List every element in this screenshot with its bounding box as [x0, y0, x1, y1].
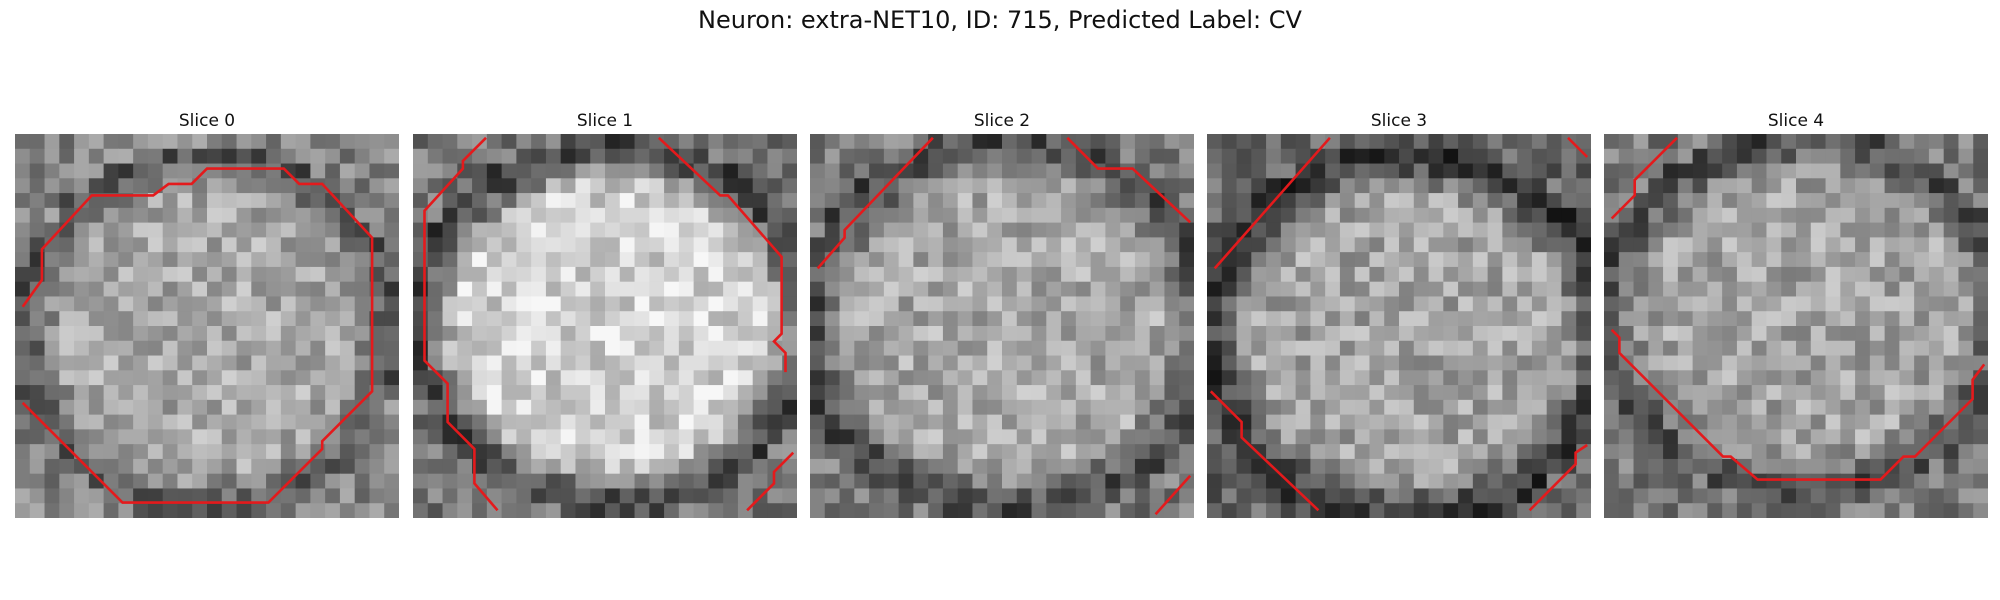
pixel-grid — [1604, 134, 1988, 518]
contour-line — [1567, 136, 1589, 158]
slice-title: Slice 3 — [1370, 111, 1428, 131]
contour-line — [423, 136, 499, 512]
slice-image — [1604, 134, 1988, 518]
contour-line — [1610, 328, 1986, 481]
slice-image — [810, 134, 1194, 518]
contour-line — [1209, 390, 1320, 512]
contour-line — [1610, 136, 1678, 220]
pixel-grid — [413, 134, 797, 518]
contour-line — [21, 167, 374, 504]
contour-line — [746, 451, 795, 512]
contour-overlay — [423, 136, 795, 512]
pixel-grid — [810, 134, 1194, 518]
contour-line — [816, 136, 934, 270]
contour-line — [1066, 136, 1192, 224]
slice-image — [413, 134, 797, 518]
slice-panel-4: Slice 4 — [1604, 108, 1988, 518]
contour-overlay — [21, 167, 374, 504]
figure-title: Neuron: extra-NET10, ID: 715, Predicted … — [698, 6, 1302, 34]
contour-line — [1213, 136, 1331, 270]
slice-title: Slice 2 — [973, 111, 1031, 131]
slice-title: Slice 1 — [576, 111, 634, 131]
contour-overlay — [1610, 136, 1986, 481]
contour-line — [1154, 474, 1192, 516]
slice-title: Slice 4 — [1767, 111, 1825, 131]
slice-panel-0: Slice 0 — [15, 108, 399, 518]
slice-panel-3: Slice 3 — [1207, 108, 1591, 518]
pixel-grid — [15, 134, 399, 518]
pixel-grid — [1207, 134, 1591, 518]
slice-title: Slice 0 — [178, 111, 236, 131]
slice-panel-2: Slice 2 — [810, 108, 1194, 518]
slice-image — [15, 134, 399, 518]
contour-line — [657, 136, 787, 373]
contour-overlay — [816, 136, 1192, 516]
contour-line — [1528, 443, 1588, 512]
slice-panel-1: Slice 1 — [413, 108, 797, 518]
slice-image — [1207, 134, 1591, 518]
contour-overlay — [1209, 136, 1589, 512]
